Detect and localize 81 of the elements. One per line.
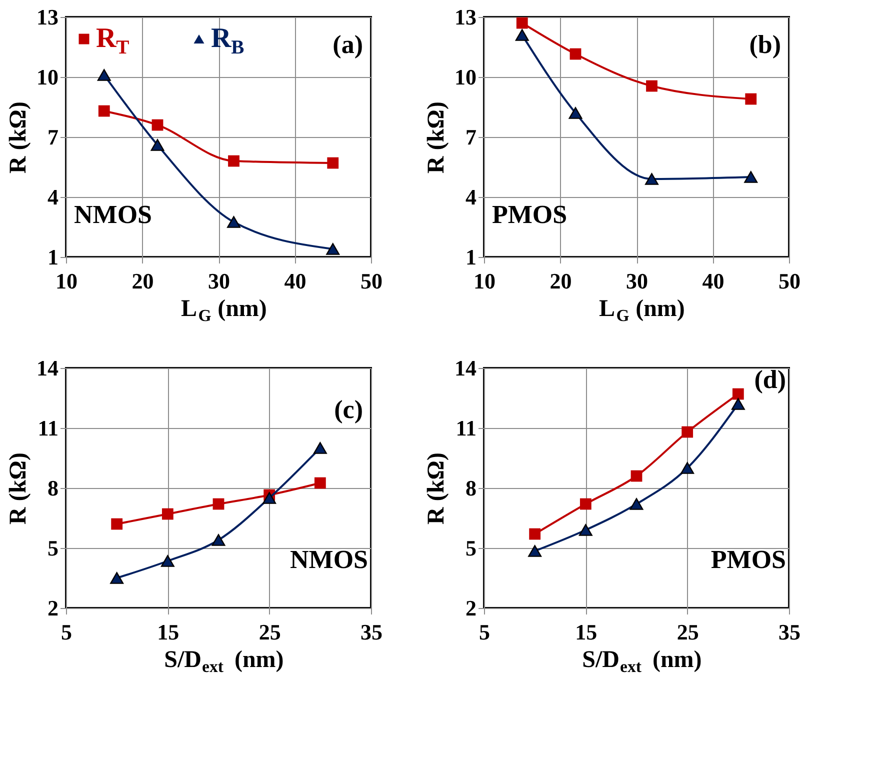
point <box>313 442 327 454</box>
x-tick-label: 25 <box>258 620 281 644</box>
point <box>98 105 110 117</box>
point <box>228 155 240 167</box>
point <box>646 80 658 92</box>
x-tick-label: 35 <box>360 620 382 644</box>
annotation: (d) <box>754 365 786 394</box>
y-tick-label: 8 <box>48 476 58 500</box>
point <box>515 29 529 41</box>
point <box>516 17 528 29</box>
point <box>732 388 744 400</box>
y-tick-label: 14 <box>454 356 476 380</box>
x-tick-label: 15 <box>575 620 598 644</box>
y-tick-label: 5 <box>48 536 58 560</box>
y-tick-label: 7 <box>48 124 58 150</box>
point <box>152 119 164 131</box>
annotation: (a) <box>332 30 363 59</box>
point <box>745 93 757 105</box>
annotation: PMOS <box>710 545 786 574</box>
y-tick-label: 1 <box>466 244 476 270</box>
y-axis-title: R (kΩ) <box>6 102 32 174</box>
y-tick-label: 5 <box>466 536 476 560</box>
x-tick-label: 35 <box>778 620 800 644</box>
point <box>97 69 111 81</box>
point <box>111 518 123 530</box>
y-tick-label: 2 <box>466 596 476 620</box>
annotation: NMOS <box>74 200 152 229</box>
point <box>150 139 164 151</box>
point <box>529 528 541 540</box>
annotation: (c) <box>334 395 363 424</box>
point <box>314 477 326 489</box>
point <box>528 545 542 557</box>
y-tick-label: 11 <box>456 416 476 440</box>
y-axis-title: R (kΩ) <box>424 452 450 524</box>
x-tick-label: 30 <box>626 268 648 294</box>
point <box>327 157 339 169</box>
annotation: PMOS <box>492 200 568 229</box>
point <box>160 555 174 567</box>
point <box>326 243 340 255</box>
x-tick-label: 50 <box>360 268 382 294</box>
point <box>262 492 276 504</box>
point <box>110 572 124 584</box>
x-tick-label: 30 <box>208 268 230 294</box>
x-tick-label: 25 <box>676 620 699 644</box>
point <box>227 216 240 228</box>
point <box>731 398 745 410</box>
point <box>568 107 582 119</box>
point <box>162 508 174 520</box>
point <box>744 171 758 183</box>
y-tick-label: 13 <box>36 4 58 30</box>
point <box>630 498 644 510</box>
point <box>682 426 694 438</box>
y-tick-label: 4 <box>466 184 476 210</box>
point <box>580 498 592 510</box>
point <box>645 173 658 185</box>
x-tick-label: 40 <box>702 268 724 294</box>
x-tick-label: 40 <box>284 268 306 294</box>
point <box>212 498 224 510</box>
point <box>630 470 642 482</box>
y-tick-label: 11 <box>38 416 58 440</box>
x-tick-label: 15 <box>157 620 180 644</box>
y-tick-label: 1 <box>48 244 58 270</box>
x-tick-label: 20 <box>550 268 572 294</box>
y-tick-label: 2 <box>48 596 58 620</box>
point <box>212 534 226 546</box>
point <box>680 462 694 474</box>
y-tick-label: 10 <box>454 64 476 90</box>
point <box>578 524 592 536</box>
annotation: NMOS <box>290 545 368 574</box>
x-tick-label: 20 <box>132 268 154 294</box>
y-axis-title: R (kΩ) <box>6 452 32 524</box>
y-tick-label: 13 <box>454 4 476 30</box>
y-axis-title: R (kΩ) <box>424 102 450 174</box>
y-tick-label: 4 <box>48 184 58 210</box>
y-tick-label: 14 <box>36 356 58 380</box>
y-tick-label: 8 <box>466 476 476 500</box>
y-tick-label: 10 <box>36 64 58 90</box>
x-tick-label: 50 <box>778 268 800 294</box>
annotation: (b) <box>749 30 781 59</box>
point <box>570 48 582 60</box>
y-tick-label: 7 <box>466 124 476 150</box>
